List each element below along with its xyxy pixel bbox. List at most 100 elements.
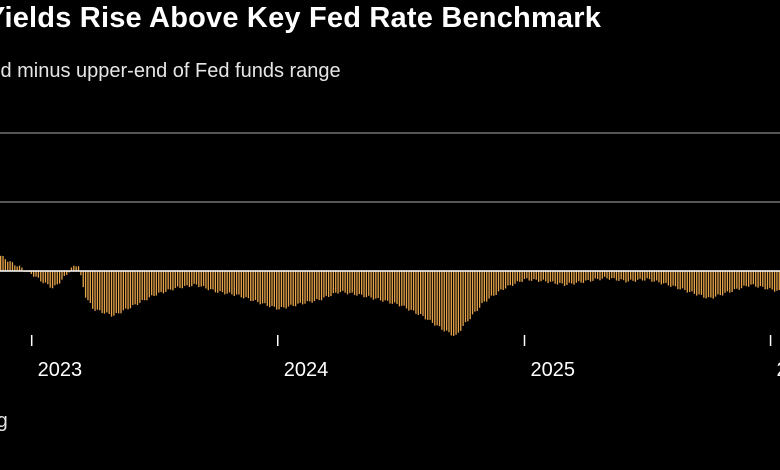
bar [40,271,42,282]
bar [217,271,219,293]
bar [335,271,337,293]
bar [528,271,530,281]
bar [363,271,365,298]
bar [250,271,252,301]
bar [372,271,375,300]
bar [129,271,132,309]
bar [639,271,641,279]
bar [337,271,339,294]
bar [507,271,509,286]
bar [434,271,436,326]
bar [386,271,389,301]
bar [342,271,344,291]
bar [49,271,51,288]
bar [731,271,733,292]
bar [429,271,431,320]
bar [420,271,422,315]
bar [719,271,721,296]
bar [61,271,63,280]
bar [714,271,717,297]
bar [556,271,559,285]
bar [535,271,537,280]
bar [115,271,117,313]
bar [176,271,179,287]
bar [283,271,285,308]
bar [663,271,665,284]
bar [259,271,261,305]
bar [306,271,309,302]
bar [408,271,410,311]
bar [644,271,646,281]
bar [580,271,582,283]
bar [592,271,594,281]
bar [552,271,554,282]
bar [58,271,61,284]
bar [457,271,460,333]
bar [599,271,601,281]
chart-source: rg [0,410,8,432]
bar [422,271,424,316]
bar [769,271,771,288]
bar [202,271,205,286]
bar [125,271,127,309]
bar [582,271,585,283]
bar [509,271,511,286]
bar [537,271,540,282]
bar [427,271,429,320]
bar [438,271,441,327]
bar [226,271,228,294]
bar [2,255,4,271]
gridlines [0,132,780,203]
bar [89,271,91,303]
bar [625,271,627,283]
bar [162,271,165,294]
bar [174,271,176,289]
bar [764,271,766,290]
bar [271,271,273,306]
bar [353,271,356,295]
x-axis: 2023 2024 2025 2 [30,335,780,381]
bar [66,271,68,275]
bar [688,271,691,292]
bar [184,271,186,286]
bar [101,271,103,314]
bar [627,271,629,282]
bar [30,271,32,274]
bar [445,271,448,331]
bar [47,271,49,285]
bar [318,271,320,301]
bar [302,271,304,305]
bar [394,271,396,303]
bar [108,271,110,315]
bar [401,271,403,306]
bar [141,271,143,300]
bar [575,271,578,283]
bar [424,271,427,320]
bar [264,271,266,304]
bar [604,271,606,277]
bar [325,271,327,296]
bar [750,271,752,285]
bar [717,271,719,295]
bar [54,271,56,286]
bar [228,271,231,293]
bar [726,271,729,292]
bar [632,271,634,281]
bar [736,271,738,289]
bar [361,271,363,295]
bar [117,271,120,314]
bar [172,271,174,291]
bar [443,271,445,332]
bar [561,271,563,284]
bar [554,271,556,284]
bar [698,271,700,295]
bar [622,271,625,281]
bar [193,271,195,284]
bar [356,271,358,296]
bar [455,271,457,335]
x-tick-label: 2 [777,359,780,381]
bar [691,271,693,292]
chart-subtitle: ld minus upper-end of Fed funds range [0,60,341,82]
bar [113,271,115,316]
bar [158,271,160,293]
